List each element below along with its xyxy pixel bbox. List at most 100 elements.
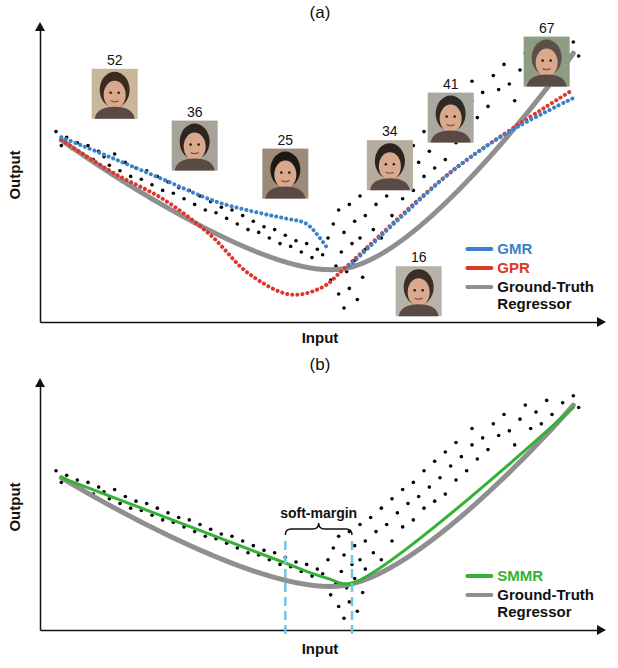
panel: (a)InputOutput52362534416716GMRGPRGround… (6, 3, 606, 346)
data-point (332, 546, 336, 550)
face-eye (109, 92, 112, 95)
data-point (356, 609, 360, 613)
data-point (353, 544, 357, 548)
data-point (262, 549, 266, 553)
data-point (417, 161, 421, 165)
data-point (140, 177, 144, 181)
data-point (401, 197, 405, 201)
data-point (361, 275, 365, 279)
data-point (220, 205, 224, 209)
face-eye (189, 143, 192, 146)
face-image (367, 140, 413, 190)
data-point (513, 99, 517, 103)
data-point (54, 469, 58, 473)
margin-boundary (284, 539, 287, 634)
face-background (262, 149, 308, 199)
legend-label-line: Regressor (497, 603, 571, 620)
data-point (118, 502, 122, 506)
face-hair (436, 96, 466, 132)
data-point (486, 105, 490, 109)
face-eye (280, 171, 283, 174)
axis-arrow (597, 625, 606, 635)
data-point (134, 499, 138, 503)
data-point (198, 523, 202, 527)
data-point (358, 523, 362, 527)
data-point (540, 422, 544, 426)
face-hair (180, 124, 210, 160)
data-point (337, 292, 341, 296)
data-point (273, 228, 277, 232)
data-point (300, 250, 304, 254)
data-point (444, 492, 448, 496)
y-axis (40, 385, 41, 631)
data-point (257, 231, 261, 235)
x-axis-title: Input (302, 329, 339, 346)
face-eye (549, 59, 552, 62)
face-eye (541, 59, 544, 62)
y-axis-line (40, 385, 42, 631)
data-point (145, 502, 149, 506)
data-point (577, 406, 581, 410)
data-point (502, 413, 506, 417)
legend-swatch (467, 574, 491, 578)
face-shoulders (527, 75, 567, 87)
age-label: 67 (539, 20, 555, 36)
face-mouth (111, 101, 119, 102)
x-axis-line (41, 630, 601, 632)
data-point (350, 242, 354, 246)
data-point (188, 518, 192, 522)
data-point (476, 116, 480, 120)
legend-label-line: Ground-Truth (497, 278, 594, 295)
data-point (65, 474, 69, 478)
data-point (278, 563, 282, 567)
face-skin (184, 133, 206, 161)
face-image (396, 266, 442, 316)
data-point (492, 422, 496, 426)
data-point (380, 558, 384, 562)
data-point (241, 539, 245, 543)
data-point (60, 144, 64, 148)
data-point (182, 197, 186, 201)
legend-label: SMMR (497, 567, 543, 584)
data-point (326, 236, 330, 240)
y-axis (40, 29, 41, 323)
face-eye (413, 289, 416, 292)
data-point (129, 175, 133, 179)
face-skin (379, 152, 401, 180)
data-point (356, 298, 360, 302)
data-point (166, 511, 170, 515)
x-axis-title: Input (302, 640, 339, 657)
legend-swatch (467, 247, 491, 251)
data-point (433, 460, 437, 464)
data-point (329, 593, 333, 597)
data-point (444, 158, 448, 162)
data-point (353, 219, 357, 223)
data-point (385, 194, 389, 198)
data-point (337, 605, 341, 609)
face-image (92, 69, 138, 119)
data-point (284, 233, 288, 237)
regression-line (61, 53, 573, 270)
data-point (513, 443, 517, 447)
data-point (454, 478, 458, 482)
data-point (305, 242, 309, 246)
face-shoulders (399, 304, 439, 316)
data-point (518, 68, 522, 72)
regression-line (61, 407, 573, 583)
data-point (428, 485, 432, 489)
data-point (204, 208, 208, 212)
face-image (262, 149, 308, 199)
data-point (342, 231, 346, 235)
data-point (412, 481, 416, 485)
data-point (422, 469, 426, 473)
data-point (508, 429, 512, 433)
regression-line (61, 90, 573, 295)
data-point (454, 441, 458, 445)
face-eye (453, 115, 456, 118)
data-point (342, 616, 346, 620)
legend-swatch (467, 593, 491, 597)
data-point (390, 539, 394, 543)
data-point (390, 214, 394, 218)
face-eye (445, 115, 448, 118)
data-point (572, 40, 576, 44)
